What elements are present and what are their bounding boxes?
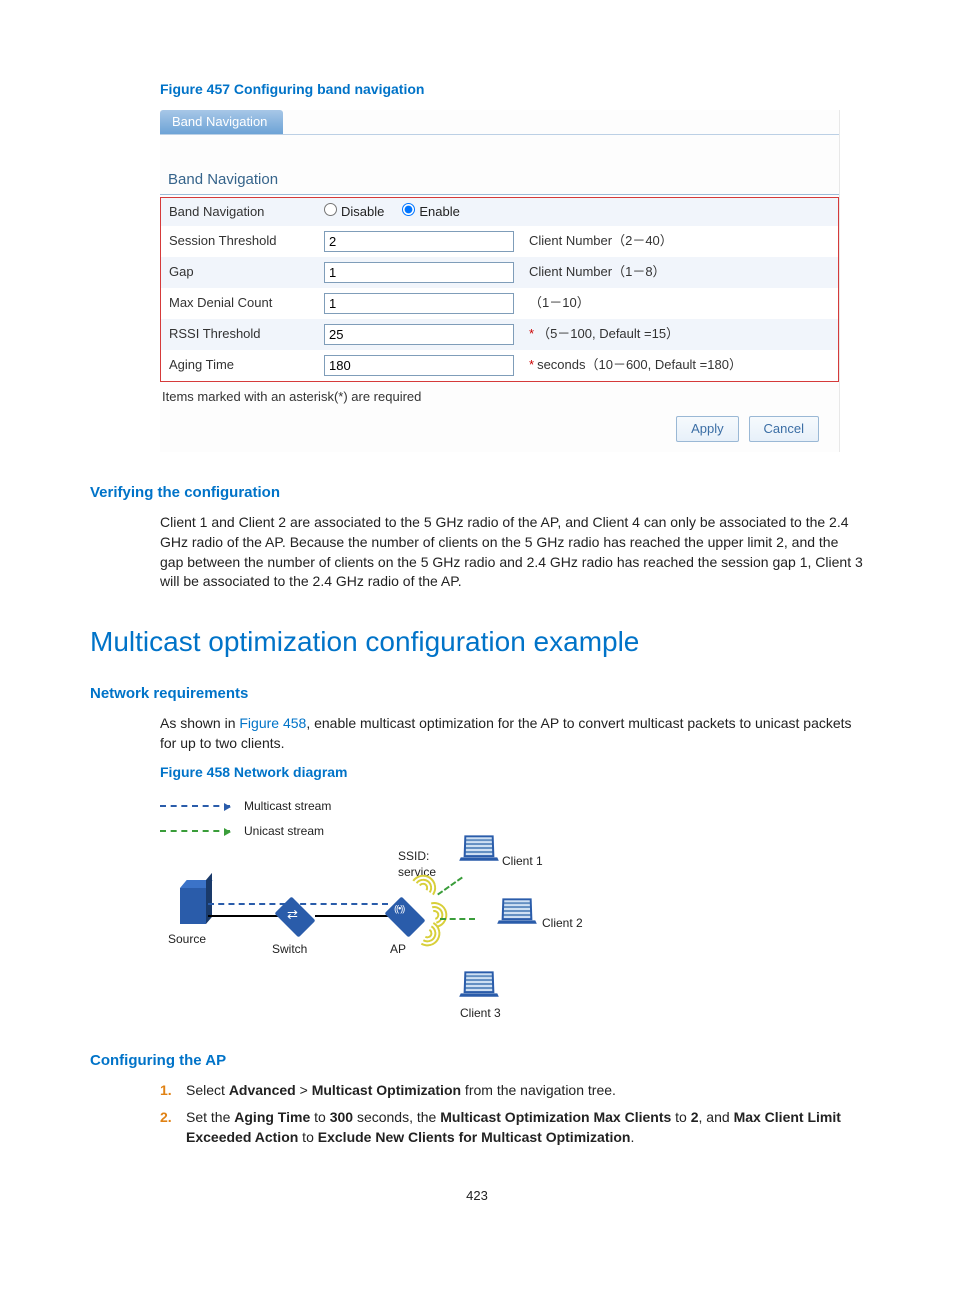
hint-session-threshold: Client Number（2－40）	[529, 232, 830, 250]
client-3-icon	[460, 971, 498, 1001]
input-max-denial[interactable]	[324, 293, 514, 314]
row-gap: Gap Client Number（1－8）	[161, 257, 838, 288]
input-aging[interactable]	[324, 355, 514, 376]
row-aging: Aging Time *seconds（10－600, Default =180…	[161, 350, 838, 381]
ap-label: AP	[390, 941, 406, 958]
radio-disable-text: Disable	[341, 204, 384, 219]
radio-disable[interactable]	[324, 203, 337, 216]
hint-aging: *seconds（10－600, Default =180）	[529, 356, 830, 374]
client-2-label: Client 2	[542, 915, 583, 932]
hint-max-denial: （1－10）	[529, 294, 830, 312]
row-max-denial: Max Denial Count （1－10）	[161, 288, 838, 319]
legend-multicast-line	[160, 805, 230, 807]
client-1-label: Client 1	[502, 853, 543, 870]
source-label: Source	[168, 931, 206, 948]
legend-multicast-label: Multicast stream	[244, 798, 331, 815]
label-rssi: RSSI Threshold	[169, 325, 324, 343]
cancel-button[interactable]: Cancel	[749, 416, 819, 442]
panel-title: Band Navigation	[160, 165, 839, 195]
step-2: 2. Set the Aging Time to 300 seconds, th…	[160, 1108, 864, 1147]
client-1-icon	[460, 835, 498, 865]
page-number: 423	[90, 1187, 864, 1205]
step-1-text: Select Advanced > Multicast Optimization…	[186, 1081, 864, 1101]
label-gap: Gap	[169, 263, 324, 281]
radio-enable-label[interactable]: Enable	[402, 203, 459, 221]
radio-disable-label[interactable]: Disable	[324, 203, 384, 221]
step-1-num: 1.	[160, 1081, 186, 1101]
asterisk-note: Items marked with an asterisk(*) are req…	[160, 386, 839, 406]
client-3-label: Client 3	[460, 1005, 501, 1022]
step-1: 1. Select Advanced > Multicast Optimizat…	[160, 1081, 864, 1101]
client-2-icon	[498, 898, 536, 928]
figure-458-caption: Figure 458 Network diagram	[160, 763, 864, 783]
label-max-denial: Max Denial Count	[169, 294, 324, 312]
label-session-threshold: Session Threshold	[169, 232, 324, 250]
legend-unicast-label: Unicast stream	[244, 823, 324, 840]
input-rssi[interactable]	[324, 324, 514, 345]
band-nav-ui: Band Navigation Band Navigation Band Nav…	[160, 110, 840, 453]
heading-configuring-ap: Configuring the AP	[90, 1050, 864, 1071]
radio-enable-text: Enable	[419, 204, 459, 219]
heading-network-req: Network requirements	[90, 683, 864, 704]
input-gap[interactable]	[324, 262, 514, 283]
wire-source-switch	[208, 915, 280, 917]
unicast-arrow-2	[440, 918, 475, 920]
legend-unicast-line	[160, 830, 230, 832]
row-session-threshold: Session Threshold Client Number（2－40）	[161, 226, 838, 257]
source-icon	[180, 888, 206, 924]
hint-rssi: *（5－100, Default =15）	[529, 325, 830, 343]
input-session-threshold[interactable]	[324, 231, 514, 252]
form-box: Band Navigation Disable Enable Session T…	[160, 197, 839, 382]
apply-button[interactable]: Apply	[676, 416, 739, 442]
tab-band-navigation[interactable]: Band Navigation	[160, 110, 283, 134]
step-2-num: 2.	[160, 1108, 186, 1147]
switch-label: Switch	[272, 941, 307, 958]
label-aging: Aging Time	[169, 356, 324, 374]
hint-gap: Client Number（1－8）	[529, 263, 830, 281]
wifi-signal-1	[416, 868, 451, 903]
row-rssi: RSSI Threshold *（5－100, Default =15）	[161, 319, 838, 350]
wire-switch-ap	[315, 915, 390, 917]
step-2-text: Set the Aging Time to 300 seconds, the M…	[186, 1108, 864, 1147]
row-band-navigation: Band Navigation Disable Enable	[161, 198, 838, 226]
figure-458-link[interactable]: Figure 458	[239, 715, 306, 731]
figure-457-caption: Figure 457 Configuring band navigation	[160, 80, 864, 100]
network-diagram: Multicast stream Unicast stream Source S…	[160, 793, 640, 1028]
text-network-req: As shown in Figure 458, enable multicast…	[160, 714, 864, 753]
heading-multicast-example: Multicast optimization configuration exa…	[90, 622, 864, 661]
radio-enable[interactable]	[402, 203, 415, 216]
text-verifying: Client 1 and Client 2 are associated to …	[160, 513, 864, 591]
label-band-navigation: Band Navigation	[169, 203, 324, 221]
heading-verifying: Verifying the configuration	[90, 482, 864, 503]
